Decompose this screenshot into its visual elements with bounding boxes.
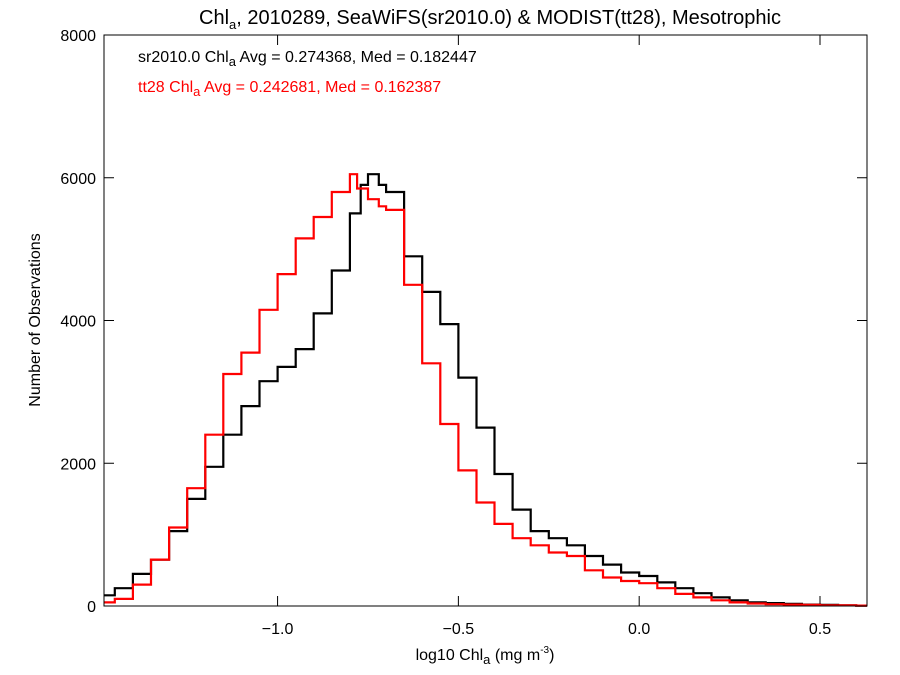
plot-frame bbox=[103, 34, 868, 607]
y-tick-label: 2000 bbox=[60, 456, 96, 473]
x-tick-label: −1.0 bbox=[262, 621, 294, 638]
annotation-tt28: tt28 Chla Avg = 0.242681, Med = 0.162387 bbox=[138, 79, 441, 99]
y-tick-label: 6000 bbox=[60, 171, 96, 188]
x-tick-label: 0.5 bbox=[809, 621, 831, 638]
y-axis-label: Number of Observations bbox=[27, 233, 44, 406]
chart-title: Chla, 2010289, SeaWiFS(sr2010.0) & MODIS… bbox=[199, 7, 781, 32]
y-tick-label: 4000 bbox=[60, 314, 96, 331]
x-axis-label: log10 Chla (mg m-3) bbox=[416, 645, 555, 667]
x-tick-label: −0.5 bbox=[443, 621, 475, 638]
y-tick-label: 8000 bbox=[60, 28, 96, 45]
annotation-sr2010: sr2010.0 Chla Avg = 0.274368, Med = 0.18… bbox=[138, 49, 477, 69]
series-line-1 bbox=[104, 173, 867, 607]
y-tick-label: 0 bbox=[87, 599, 96, 616]
series-line-0 bbox=[104, 173, 867, 607]
x-tick-label: 0.0 bbox=[628, 621, 650, 638]
